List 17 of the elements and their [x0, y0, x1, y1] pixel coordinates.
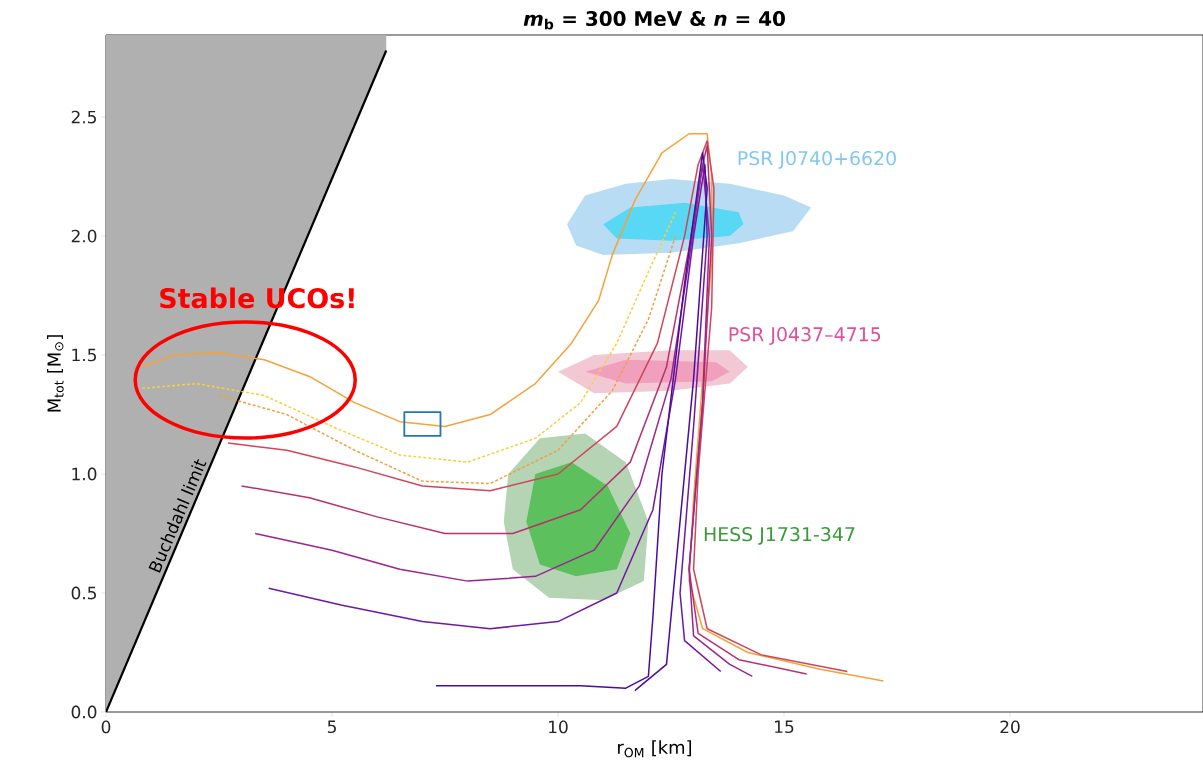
x-tick-label: 5 [327, 720, 336, 734]
x-axis-title: r$_{OM}$ [km] [618, 740, 692, 758]
y-tick-label: 0.0 [71, 705, 97, 719]
y-tick-label: 1.5 [72, 348, 96, 362]
y-tick-label: 2.0 [71, 229, 97, 243]
annotation: PSR J0437–4715 [729, 327, 881, 345]
annotation: PSR J0740+6620 [738, 151, 896, 169]
y-tick-label: 0.5 [71, 586, 96, 600]
y-tick-label: 2.5 [71, 110, 96, 124]
chart-title: m$_{b}$ = 300 MeV & n = 40 [523, 11, 785, 30]
x-tick-label: 15 [775, 720, 794, 734]
x-tick-label: 10 [549, 720, 568, 734]
y-tick-label: 1.0 [72, 467, 97, 481]
x-tick-label: 20 [1000, 720, 1020, 734]
annotation: HESS J1731-347 [704, 526, 855, 545]
y-axis-title: M$_{tot}$ [M$_{⊙}$] [47, 335, 64, 412]
x-tick-label: 0 [101, 720, 111, 734]
